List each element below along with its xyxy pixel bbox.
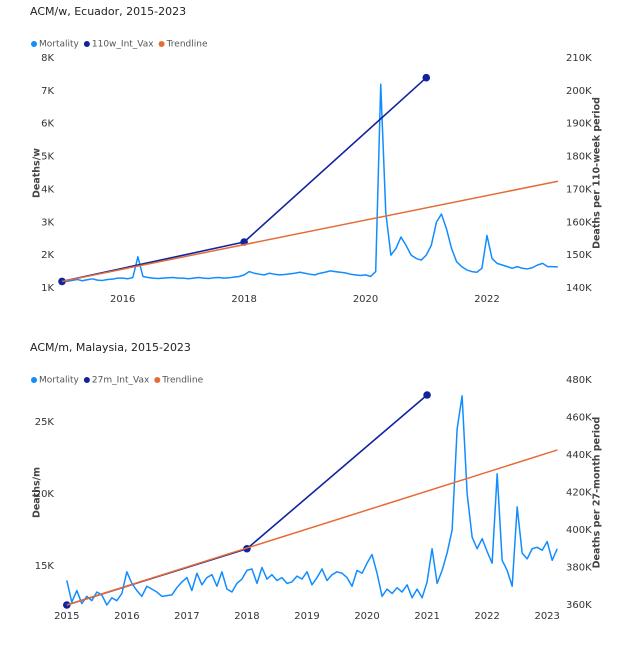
legend-label: Trendline [161, 376, 203, 386]
y2-tick-label: 400K [566, 525, 592, 536]
x-tick-label: 2015 [54, 611, 79, 622]
series-line [66, 395, 558, 606]
y2-tick-label: 420K [566, 488, 592, 499]
x-tick-label: 2019 [294, 611, 319, 622]
legend-label: 110w_Int_Vax [92, 40, 154, 50]
x-tick-label: 2017 [174, 611, 199, 622]
chart-title: ACM/m, Malaysia, 2015-2023 [30, 341, 191, 354]
x-tick-label: 2022 [474, 294, 499, 305]
y-axis-title: Deaths/m [32, 467, 43, 518]
series-line [66, 394, 428, 606]
x-tick-label: 2016 [114, 611, 139, 622]
series-marker [423, 391, 431, 399]
y-tick-label: 15K [35, 561, 55, 572]
y-tick-label: 8K [41, 53, 54, 64]
y-tick-label: 6K [41, 119, 54, 130]
y-tick-label: 4K [41, 184, 54, 195]
chart-title: ACM/w, Ecuador, 2015-2023 [30, 5, 186, 18]
legend-dot [154, 377, 161, 383]
y2-tick-label: 140K [566, 283, 592, 294]
legend-label: Mortality [39, 376, 80, 386]
y2-tick-label: 440K [566, 450, 592, 461]
x-tick-label: 2018 [234, 611, 259, 622]
legend-dot [31, 377, 37, 383]
y2-tick-label: 460K [566, 413, 592, 424]
y-tick-label: 1K [41, 283, 54, 294]
y2-tick-label: 170K [566, 184, 592, 195]
y-tick-label: 7K [41, 86, 54, 97]
x-tick-label: 2023 [534, 611, 559, 622]
y2-tick-label: 360K [566, 600, 592, 611]
legend-label: 27m_Int_Vax [92, 376, 150, 386]
legend-dot [83, 41, 90, 47]
legend-dot [158, 41, 165, 47]
x-tick-label: 2016 [110, 294, 135, 305]
x-tick-label: 2018 [231, 294, 256, 305]
y2-axis-title: Deaths per 110-week period [592, 97, 603, 249]
y2-tick-label: 200K [566, 86, 592, 97]
y2-tick-label: 380K [566, 563, 592, 574]
legend-label: Trendline [166, 40, 208, 50]
legend-label: Mortality [39, 40, 80, 50]
y-axis-title: Deaths/w [32, 148, 43, 198]
y-tick-label: 3K [41, 217, 54, 228]
series-line [61, 83, 558, 283]
x-tick-label: 2020 [353, 294, 378, 305]
x-tick-label: 2020 [354, 611, 379, 622]
y-tick-label: 20K [35, 489, 55, 500]
y2-tick-label: 480K [566, 375, 592, 386]
y2-axis-title: Deaths per 27-month period [592, 417, 603, 569]
series-line [66, 449, 558, 606]
x-tick-label: 2022 [474, 611, 499, 622]
y2-tick-label: 160K [566, 217, 592, 228]
y-tick-label: 5K [41, 152, 54, 163]
y2-tick-label: 190K [566, 119, 592, 130]
x-tick-label: 2021 [414, 611, 439, 622]
y2-tick-label: 210K [566, 53, 592, 64]
series-line [61, 77, 427, 283]
y-tick-label: 2K [41, 250, 54, 261]
legend-dot [31, 41, 37, 47]
legend-dot [83, 377, 90, 383]
y-tick-label: 25K [35, 417, 55, 428]
y2-tick-label: 150K [566, 250, 592, 261]
y2-tick-label: 180K [566, 152, 592, 163]
series-line [61, 180, 559, 283]
series-marker [422, 73, 431, 82]
